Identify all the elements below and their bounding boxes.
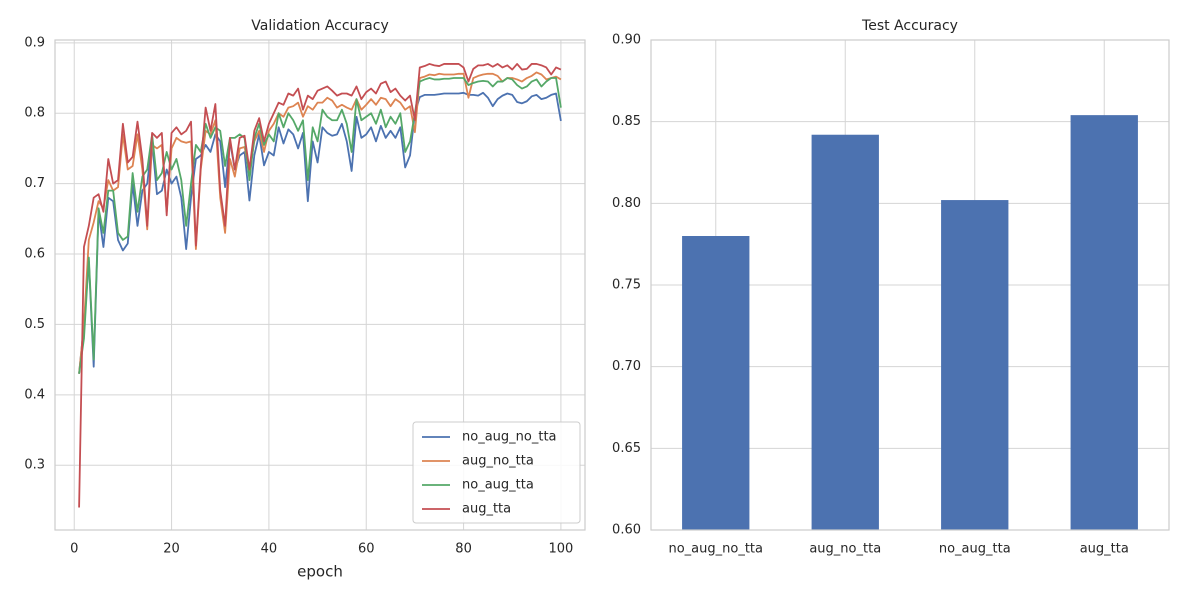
y-tick-label: 0.80 <box>612 196 641 211</box>
y-tick-label: 0.85 <box>612 114 641 129</box>
y-tick-label: 0.4 <box>24 387 45 402</box>
y-tick-label: 0.7 <box>24 176 45 191</box>
plot-frame <box>650 39 1170 531</box>
data-line <box>78 63 562 508</box>
x-tick-label: no_aug_no_tta <box>668 542 763 557</box>
legend-label: aug_tta <box>462 502 511 517</box>
bar <box>941 200 1009 531</box>
chart-title: Test Accuracy <box>861 18 958 34</box>
y-tick-label: 0.8 <box>24 106 45 121</box>
y-tick-label: 0.60 <box>612 523 641 538</box>
x-tick-label: aug_tta <box>1080 542 1129 557</box>
plot-frame <box>54 39 586 531</box>
chart-title: Validation Accuracy <box>251 18 389 34</box>
x-tick-label: 40 <box>261 542 278 557</box>
y-tick-label: 0.5 <box>24 317 45 332</box>
legend-label: aug_no_tta <box>462 454 534 469</box>
bar <box>811 134 879 530</box>
x-axis-label: epoch <box>297 563 343 581</box>
y-tick-label: 0.3 <box>24 458 45 473</box>
legend-label: no_aug_no_tta <box>462 430 557 445</box>
y-tick-label: 0.65 <box>612 441 641 456</box>
x-tick-label: no_aug_tta <box>939 542 1011 557</box>
y-tick-label: 0.9 <box>24 35 45 50</box>
data-line <box>78 77 562 374</box>
legend-box <box>412 421 581 524</box>
y-tick-label: 0.6 <box>24 247 45 262</box>
data-line <box>78 91 562 374</box>
x-tick-label: 100 <box>548 542 573 557</box>
data-line <box>78 71 562 374</box>
x-tick-label: 60 <box>358 542 375 557</box>
x-tick-label: aug_no_tta <box>809 542 881 557</box>
y-tick-label: 0.90 <box>612 33 641 48</box>
x-tick-label: 20 <box>163 542 180 557</box>
x-tick-label: 80 <box>455 542 472 557</box>
bar <box>682 236 750 530</box>
y-tick-label: 0.75 <box>612 278 641 293</box>
legend-label: no_aug_tta <box>462 478 534 493</box>
x-tick-label: 0 <box>70 542 78 557</box>
y-tick-label: 0.70 <box>612 359 641 374</box>
bar <box>1070 115 1138 530</box>
